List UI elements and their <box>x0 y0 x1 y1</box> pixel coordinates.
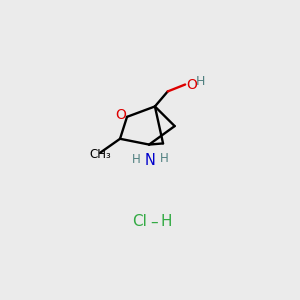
Text: H: H <box>132 153 141 166</box>
Text: H: H <box>196 75 205 88</box>
Text: CH₃: CH₃ <box>89 148 111 161</box>
Text: O: O <box>186 77 197 92</box>
Text: –: – <box>150 214 158 230</box>
Text: Cl: Cl <box>132 214 147 230</box>
Text: H: H <box>160 152 169 165</box>
Text: H: H <box>161 214 172 230</box>
Text: N: N <box>145 153 156 168</box>
Text: O: O <box>115 108 126 122</box>
